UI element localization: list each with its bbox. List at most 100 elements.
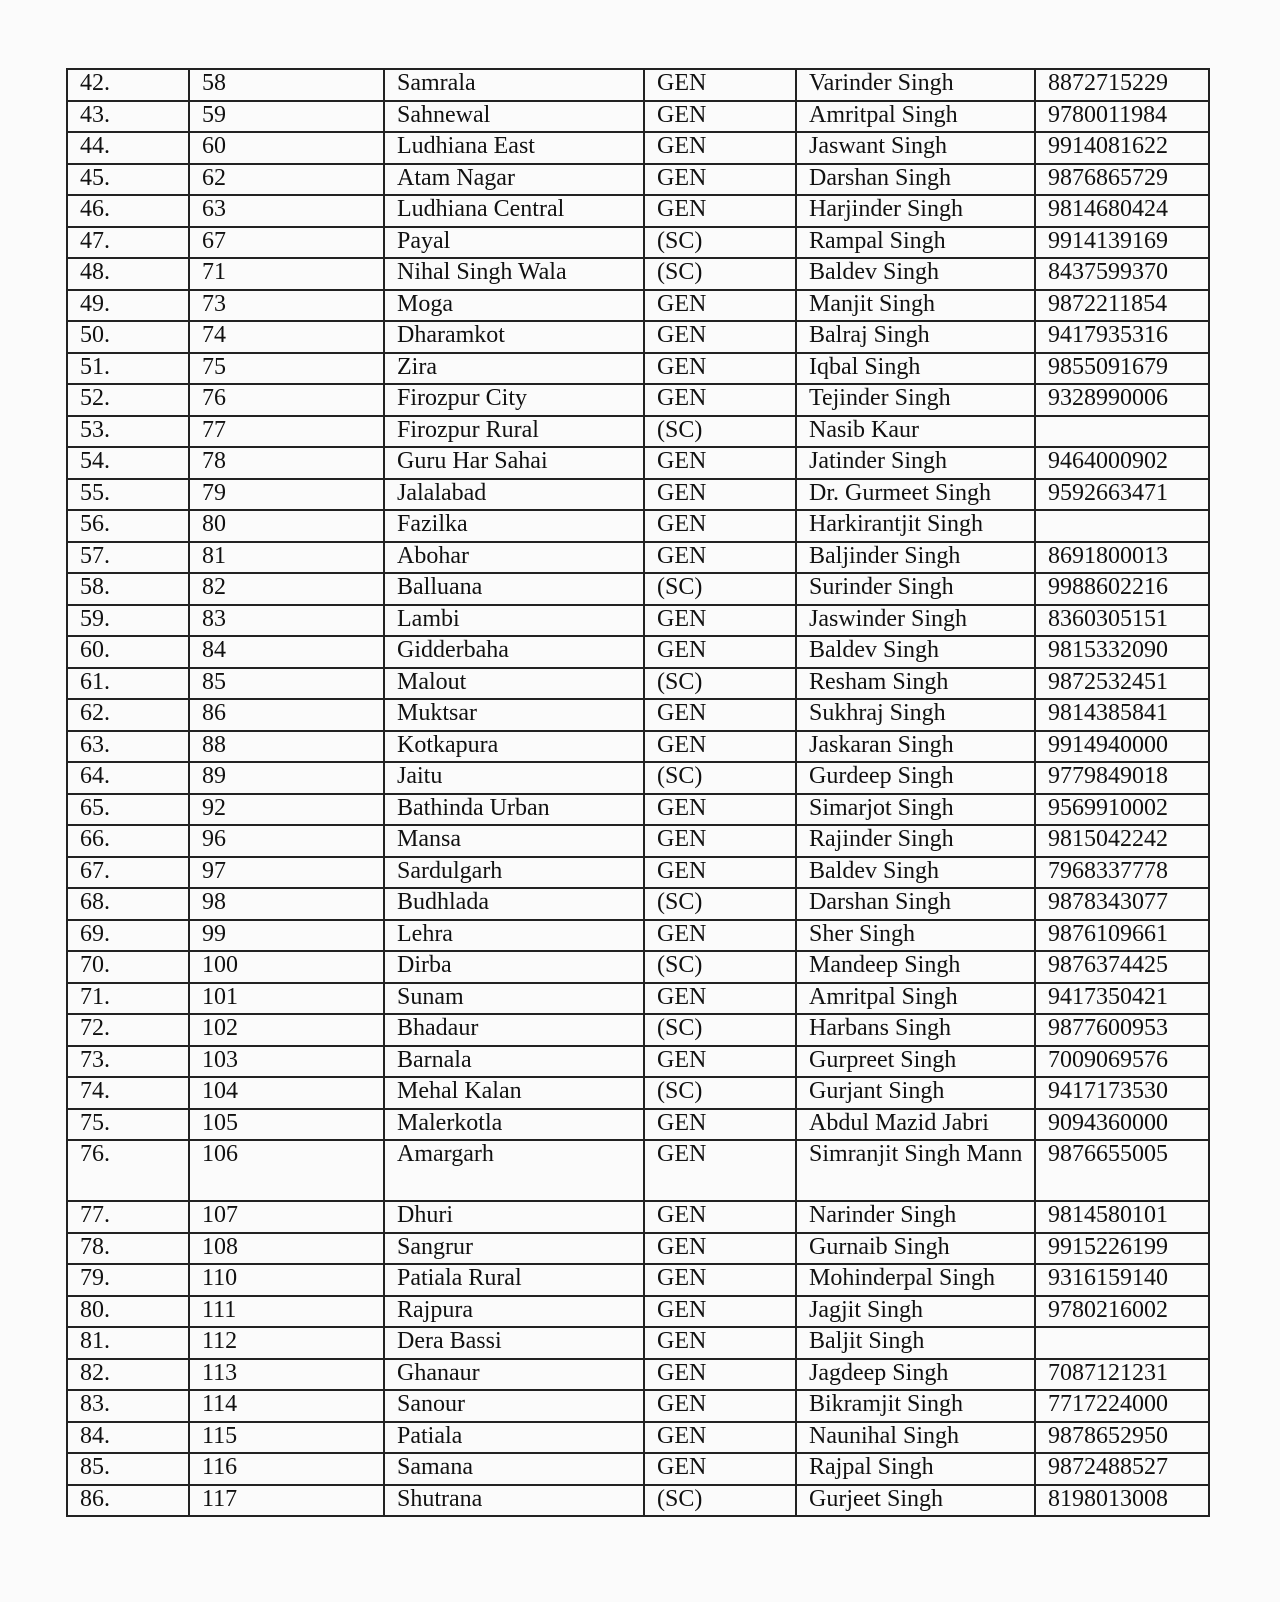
constituency-number-cell: 99 bbox=[188, 918, 385, 952]
constituency-name-cell: Barnala bbox=[383, 1044, 645, 1078]
constituency-number-cell: 100 bbox=[188, 950, 385, 984]
constituency-number-cell: 83 bbox=[188, 603, 385, 637]
table-row: 55. 79 Jalalabad GEN Dr. Gurmeet Singh 959266… bbox=[66, 477, 1210, 511]
serial-number-cell: 86. bbox=[66, 1483, 190, 1517]
constituency-name-cell: Zira bbox=[383, 351, 645, 385]
constituency-number-cell: 98 bbox=[188, 887, 385, 921]
constituency-name-cell: Dharamkot bbox=[383, 320, 645, 354]
category-cell: GEN bbox=[643, 99, 797, 133]
serial-number-cell: 59. bbox=[66, 603, 190, 637]
candidate-name-cell: Amritpal Singh bbox=[795, 99, 1036, 133]
category-cell: (SC) bbox=[643, 414, 797, 448]
constituency-number-cell: 75 bbox=[188, 351, 385, 385]
category-cell: GEN bbox=[643, 855, 797, 889]
serial-number-cell: 54. bbox=[66, 446, 190, 480]
category-cell: GEN bbox=[643, 1452, 797, 1486]
serial-number-cell: 82. bbox=[66, 1357, 190, 1391]
constituency-number-cell: 101 bbox=[188, 981, 385, 1015]
constituency-number-cell: 104 bbox=[188, 1076, 385, 1110]
category-cell: GEN bbox=[643, 509, 797, 543]
serial-number-cell: 69. bbox=[66, 918, 190, 952]
constituency-number-cell: 63 bbox=[188, 194, 385, 228]
category-cell: GEN bbox=[643, 446, 797, 480]
phone-number-cell: 9316159140 bbox=[1034, 1263, 1210, 1297]
constituency-number-cell: 76 bbox=[188, 383, 385, 417]
constituency-name-cell: Mehal Kalan bbox=[383, 1076, 645, 1110]
table-row: 77. 107 Dhuri GEN Narinder Singh 9814580101 bbox=[66, 1200, 1210, 1234]
constituency-name-cell: Sangrur bbox=[383, 1231, 645, 1265]
constituency-number-cell: 62 bbox=[188, 162, 385, 196]
category-cell: GEN bbox=[643, 698, 797, 732]
serial-number-cell: 85. bbox=[66, 1452, 190, 1486]
category-cell: GEN bbox=[643, 162, 797, 196]
constituency-name-cell: Atam Nagar bbox=[383, 162, 645, 196]
candidate-name-cell: Harkirantjit Singh bbox=[795, 509, 1036, 543]
phone-number-cell: 9877600953 bbox=[1034, 1013, 1210, 1047]
constituency-name-cell: Moga bbox=[383, 288, 645, 322]
constituency-number-cell: 59 bbox=[188, 99, 385, 133]
candidate-name-cell: Baldev Singh bbox=[795, 257, 1036, 291]
phone-number-cell: 9872488527 bbox=[1034, 1452, 1210, 1486]
phone-number-cell: 9876865729 bbox=[1034, 162, 1210, 196]
phone-number-cell: 9914081622 bbox=[1034, 131, 1210, 165]
constituency-number-cell: 79 bbox=[188, 477, 385, 511]
candidate-name-cell: Baljinder Singh bbox=[795, 540, 1036, 574]
table-row: 72. 102 Bhadaur (SC) Harbans Singh 9877600953 bbox=[66, 1013, 1210, 1047]
candidate-name-cell: Darshan Singh bbox=[795, 162, 1036, 196]
category-cell: GEN bbox=[643, 131, 797, 165]
constituency-number-cell: 60 bbox=[188, 131, 385, 165]
phone-number-cell: 9878652950 bbox=[1034, 1420, 1210, 1454]
category-cell: (SC) bbox=[643, 761, 797, 795]
serial-number-cell: 52. bbox=[66, 383, 190, 417]
constituency-number-cell: 114 bbox=[188, 1389, 385, 1423]
candidate-name-cell: Manjit Singh bbox=[795, 288, 1036, 322]
candidate-name-cell: Tejinder Singh bbox=[795, 383, 1036, 417]
table-row: 61. 85 Malout (SC) Resham Singh 9872532451 bbox=[66, 666, 1210, 700]
constituency-name-cell: Rajpura bbox=[383, 1294, 645, 1328]
table-row: 64. 89 Jaitu (SC) Gurdeep Singh 9779849018 bbox=[66, 761, 1210, 795]
constituency-number-cell: 116 bbox=[188, 1452, 385, 1486]
constituency-number-cell: 74 bbox=[188, 320, 385, 354]
candidate-name-cell: Jaskaran Singh bbox=[795, 729, 1036, 763]
candidate-name-cell: Baldev Singh bbox=[795, 855, 1036, 889]
constituency-number-cell: 73 bbox=[188, 288, 385, 322]
constituency-name-cell: Dhuri bbox=[383, 1200, 645, 1234]
candidate-name-cell: Varinder Singh bbox=[795, 68, 1036, 102]
serial-number-cell: 56. bbox=[66, 509, 190, 543]
serial-number-cell: 76. bbox=[66, 1139, 190, 1202]
phone-number-cell: 9876109661 bbox=[1034, 918, 1210, 952]
candidate-name-cell: Jatinder Singh bbox=[795, 446, 1036, 480]
table-row: 67. 97 Sardulgarh GEN Baldev Singh 7968337778 bbox=[66, 855, 1210, 889]
constituency-name-cell: Lehra bbox=[383, 918, 645, 952]
constituency-number-cell: 111 bbox=[188, 1294, 385, 1328]
phone-number-cell: 9417935316 bbox=[1034, 320, 1210, 354]
constituency-number-cell: 89 bbox=[188, 761, 385, 795]
phone-number-cell bbox=[1034, 414, 1210, 448]
phone-number-cell: 9855091679 bbox=[1034, 351, 1210, 385]
table-row: 47. 67 Payal (SC) Rampal Singh 9914139169 bbox=[66, 225, 1210, 259]
phone-number-cell: 9815332090 bbox=[1034, 635, 1210, 669]
table-row: 66. 96 Mansa GEN Rajinder Singh 9815042242 bbox=[66, 824, 1210, 858]
constituency-name-cell: Kotkapura bbox=[383, 729, 645, 763]
candidate-name-cell: Simranjit Singh Mann bbox=[795, 1139, 1036, 1202]
category-cell: (SC) bbox=[643, 950, 797, 984]
serial-number-cell: 49. bbox=[66, 288, 190, 322]
constituency-name-cell: Jaitu bbox=[383, 761, 645, 795]
table-row: 59. 83 Lambi GEN Jaswinder Singh 8360305151 bbox=[66, 603, 1210, 637]
serial-number-cell: 79. bbox=[66, 1263, 190, 1297]
serial-number-cell: 72. bbox=[66, 1013, 190, 1047]
phone-number-cell bbox=[1034, 1326, 1210, 1360]
category-cell: GEN bbox=[643, 1107, 797, 1141]
phone-number-cell: 7968337778 bbox=[1034, 855, 1210, 889]
table-row: 81. 112 Dera Bassi GEN Baljit Singh bbox=[66, 1326, 1210, 1360]
category-cell: GEN bbox=[643, 603, 797, 637]
phone-number-cell: 7009069576 bbox=[1034, 1044, 1210, 1078]
category-cell: GEN bbox=[643, 918, 797, 952]
serial-number-cell: 48. bbox=[66, 257, 190, 291]
constituency-number-cell: 105 bbox=[188, 1107, 385, 1141]
constituency-candidate-table: 42. 58 Samrala GEN Varinder Singh 8872715229 4… bbox=[66, 68, 1210, 1517]
category-cell: GEN bbox=[643, 288, 797, 322]
table-row: 60. 84 Gidderbaha GEN Baldev Singh 9815332090 bbox=[66, 635, 1210, 669]
table-row: 82. 113 Ghanaur GEN Jagdeep Singh 7087121231 bbox=[66, 1357, 1210, 1391]
table-row: 48. 71 Nihal Singh Wala (SC) Baldev Singh 843… bbox=[66, 257, 1210, 291]
